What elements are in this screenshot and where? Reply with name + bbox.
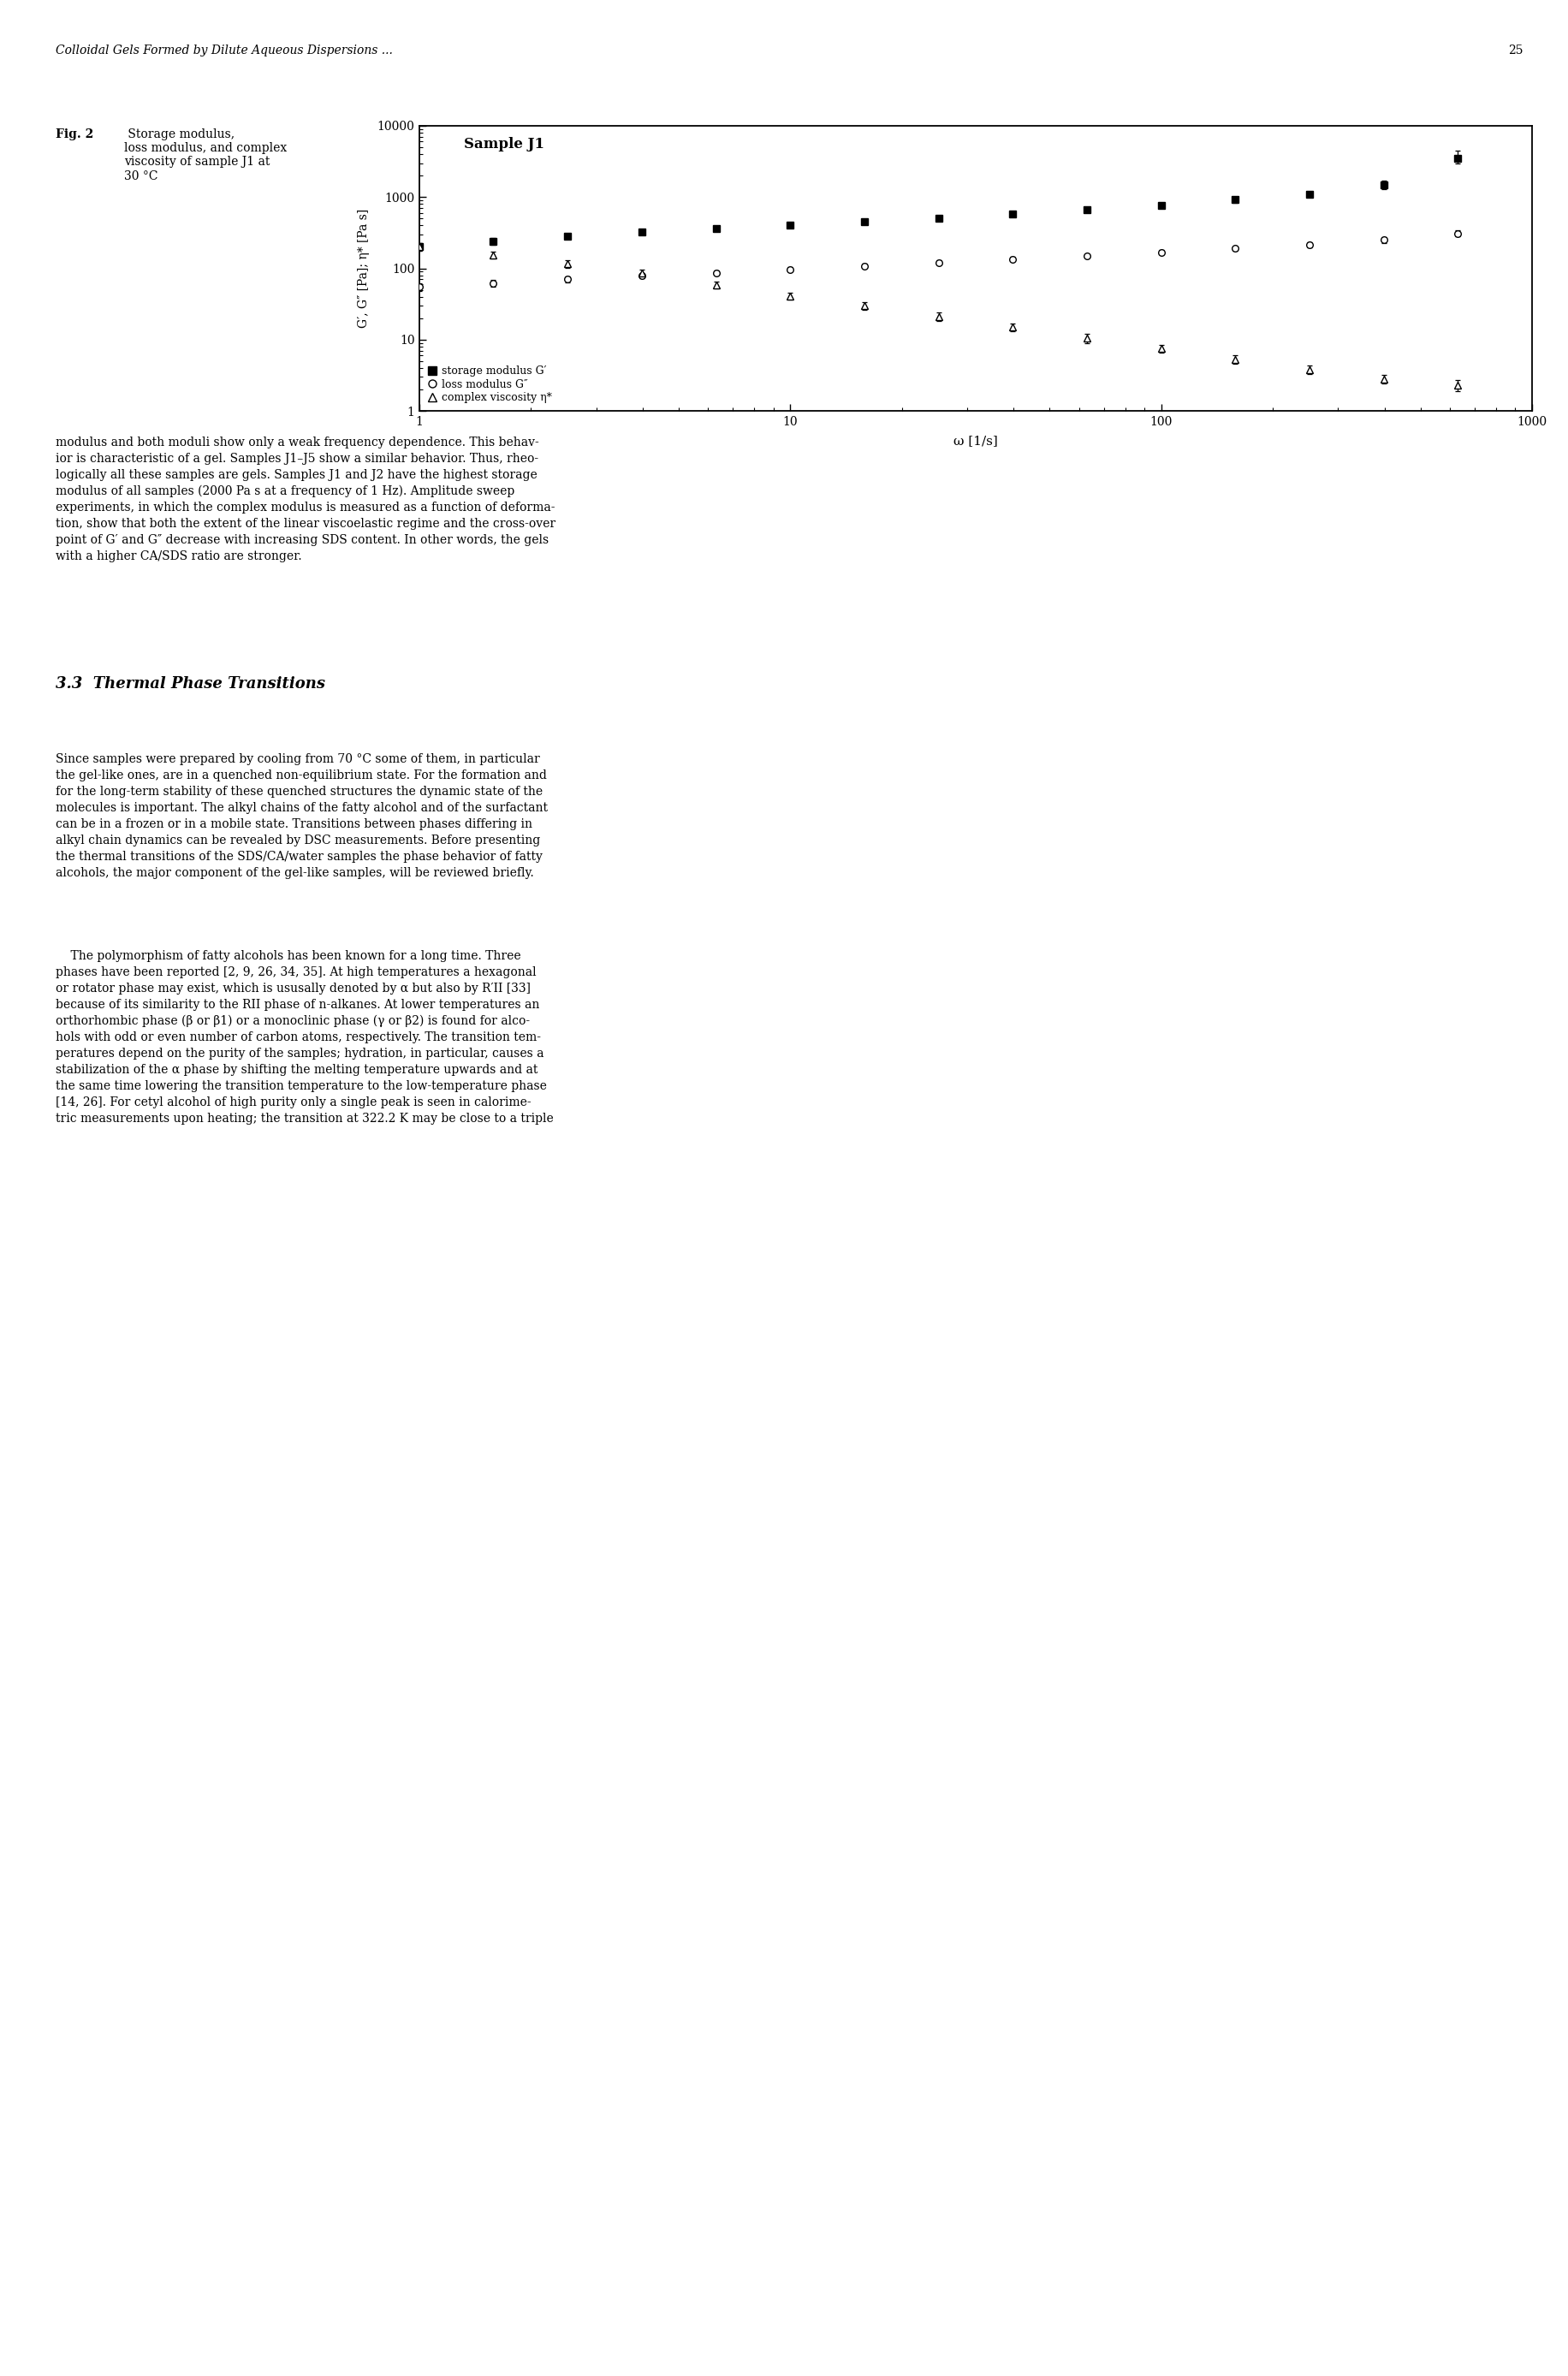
Text: Colloidal Gels Formed by Dilute Aqueous Dispersions ...: Colloidal Gels Formed by Dilute Aqueous … bbox=[55, 45, 392, 57]
Text: Storage modulus,
loss modulus, and complex
viscosity of sample J1 at
30 °C: Storage modulus, loss modulus, and compl… bbox=[124, 128, 287, 183]
Text: modulus and both moduli show only a weak frequency dependence. This behav-
ior i: modulus and both moduli show only a weak… bbox=[55, 437, 555, 563]
Legend: storage modulus G′, loss modulus G″, complex viscosity η*: storage modulus G′, loss modulus G″, com… bbox=[425, 364, 555, 406]
Text: 3.3  Thermal Phase Transitions: 3.3 Thermal Phase Transitions bbox=[55, 677, 325, 691]
Y-axis label: G′, G″ [Pa]; η* [Pa s]: G′, G″ [Pa]; η* [Pa s] bbox=[358, 209, 370, 328]
Text: Sample J1: Sample J1 bbox=[464, 138, 544, 152]
Text: Since samples were prepared by cooling from 70 °C some of them, in particular
th: Since samples were prepared by cooling f… bbox=[55, 753, 547, 879]
Text: 25: 25 bbox=[1508, 45, 1524, 57]
Text: Fig. 2: Fig. 2 bbox=[55, 128, 94, 140]
X-axis label: ω [1/s]: ω [1/s] bbox=[953, 435, 997, 447]
Text: The polymorphism of fatty alcohols has been known for a long time. Three
phases : The polymorphism of fatty alcohols has b… bbox=[55, 950, 554, 1124]
